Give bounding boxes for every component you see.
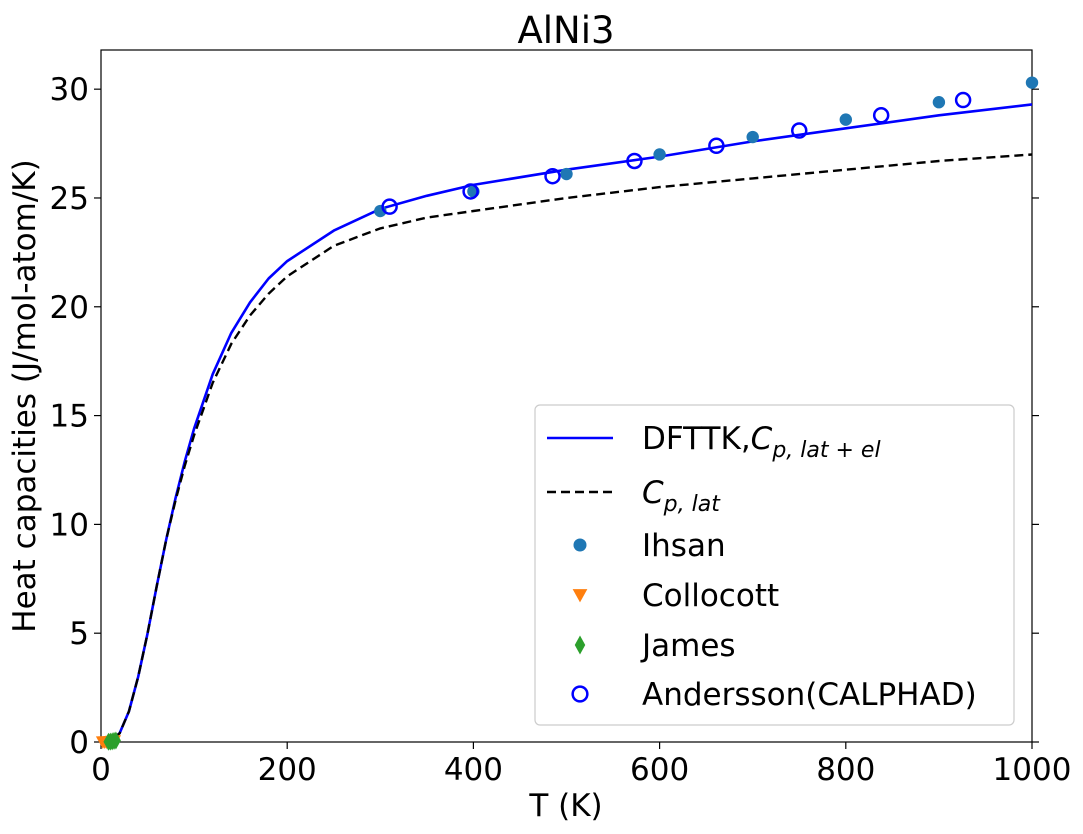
data-point — [381, 198, 398, 215]
x-tick-label: 400 — [444, 752, 503, 788]
x-axis-label: T (K) — [528, 788, 602, 824]
y-tick-label: 25 — [50, 181, 89, 217]
data-point — [746, 130, 759, 144]
legend-swatch — [573, 538, 587, 552]
legend-label: James — [640, 628, 736, 664]
x-axis-ticks: 0 200 400 600 800 1000 — [91, 742, 1071, 788]
legend-label: DFTTK,Cp, lat + el — [642, 421, 881, 463]
data-point — [626, 152, 643, 170]
legend-label: Cp, lat — [642, 475, 721, 517]
data-point — [932, 96, 946, 109]
cp-lat-line — [100, 153, 1033, 744]
y-tick-label: 15 — [50, 399, 89, 435]
x-tick-label: 1000 — [993, 752, 1072, 788]
legend-swatch — [574, 635, 586, 655]
series-layer — [95, 76, 1039, 751]
plot-area — [100, 49, 1033, 743]
legend-label: Ihsan — [642, 528, 726, 564]
legend-label: Collocott — [642, 578, 779, 614]
data-point — [872, 107, 890, 124]
y-tick-label: 10 — [50, 507, 89, 543]
legend-swatch — [571, 685, 589, 703]
x-tick-label: 800 — [816, 752, 875, 788]
y-axis-label: Heat capacities (J/mol-atom/K) — [7, 159, 43, 632]
x-tick-label: 200 — [258, 752, 317, 788]
data-point — [954, 91, 972, 109]
data-point — [708, 137, 725, 154]
series-1 — [100, 153, 1033, 744]
x-tick-label: 0 — [91, 752, 111, 788]
y-tick-label: 20 — [50, 290, 89, 326]
legend: DFTTK,Cp, lat + el Cp, lat Ihsan Collocott J… — [534, 404, 1015, 726]
legend-label: Andersson(CALPHAD) — [642, 677, 977, 713]
series-2 — [374, 76, 1039, 218]
series-4 — [103, 731, 121, 751]
data-point — [791, 122, 808, 139]
x-tick-label: 600 — [630, 752, 689, 788]
data-point — [544, 167, 561, 185]
data-point — [462, 183, 479, 200]
data-point — [839, 113, 852, 126]
y-tick-label: 0 — [69, 725, 89, 761]
legend-swatch — [572, 589, 588, 603]
legend-box — [534, 404, 1015, 726]
data-point — [653, 148, 666, 161]
y-axis-ticks: 0 5 10 15 20 25 30 — [50, 72, 1039, 761]
series-5 — [381, 91, 972, 215]
y-tick-label: 5 — [69, 616, 89, 652]
data-point — [560, 167, 573, 181]
data-point — [110, 731, 121, 750]
data-point — [1025, 76, 1039, 89]
y-tick-label: 30 — [50, 72, 89, 108]
chart-title: AlNi3 — [517, 9, 614, 52]
